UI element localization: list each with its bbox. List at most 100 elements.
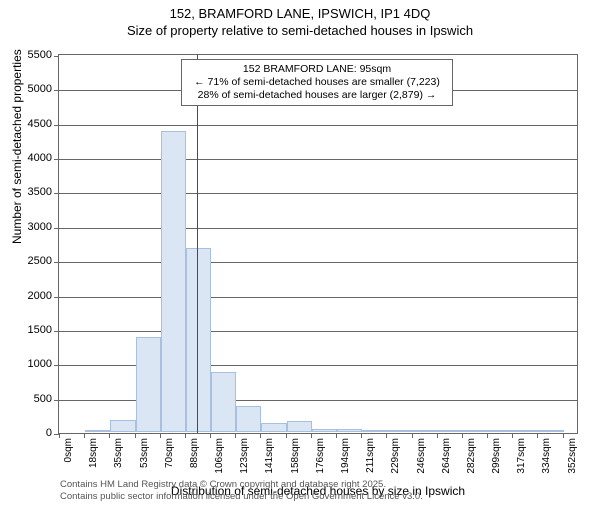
xtick-mark — [260, 433, 261, 438]
xtick-mark — [235, 433, 236, 438]
xtick-label: 141sqm — [264, 438, 275, 474]
xtick-label: 299sqm — [491, 438, 502, 474]
ytick-mark — [54, 159, 59, 160]
xtick-mark — [160, 433, 161, 438]
gridline-h — [59, 228, 577, 229]
histogram-bar — [312, 429, 337, 432]
ytick-mark — [54, 193, 59, 194]
xtick-mark — [84, 433, 85, 438]
annotation-line1: 152 BRAMFORD LANE: 95sqm — [188, 63, 446, 76]
xtick-mark — [412, 433, 413, 438]
xtick-label: 123sqm — [239, 438, 250, 474]
ytick-mark — [54, 365, 59, 366]
xtick-label: 18sqm — [88, 438, 99, 468]
ytick-label: 4000 — [2, 152, 52, 164]
annotation-box: 152 BRAMFORD LANE: 95sqm← 71% of semi-de… — [181, 59, 453, 106]
xtick-mark — [537, 433, 538, 438]
ytick-label: 500 — [2, 393, 52, 405]
xtick-label: 176sqm — [315, 438, 326, 474]
annotation-line3: 28% of semi-detached houses are larger (… — [188, 89, 446, 102]
xtick-label: 35sqm — [113, 438, 124, 468]
ytick-label: 1000 — [2, 358, 52, 370]
histogram-bar — [387, 430, 412, 432]
xtick-mark — [311, 433, 312, 438]
y-axis-label: Number of semi-detached properties — [10, 49, 24, 244]
xtick-mark — [462, 433, 463, 438]
histogram-bar — [413, 430, 438, 432]
ytick-mark — [54, 400, 59, 401]
xtick-label: 0sqm — [63, 438, 74, 462]
xtick-mark — [361, 433, 362, 438]
ytick-label: 2000 — [2, 290, 52, 302]
xtick-mark — [210, 433, 211, 438]
xtick-mark — [185, 433, 186, 438]
xtick-label: 246sqm — [416, 438, 427, 474]
ytick-label: 3500 — [2, 186, 52, 198]
xtick-label: 264sqm — [441, 438, 452, 474]
histogram-bar — [337, 429, 362, 432]
histogram-bar — [161, 131, 186, 432]
xtick-label: 53sqm — [139, 438, 150, 468]
xtick-mark — [512, 433, 513, 438]
chart-title-line1: 152, BRAMFORD LANE, IPSWICH, IP1 4DQ — [0, 6, 600, 23]
plot-area: 152 BRAMFORD LANE: 95sqm← 71% of semi-de… — [58, 54, 578, 434]
xtick-mark — [109, 433, 110, 438]
histogram-bar — [236, 406, 261, 432]
ytick-mark — [54, 56, 59, 57]
xtick-label: 334sqm — [541, 438, 552, 474]
xtick-label: 229sqm — [390, 438, 401, 474]
xtick-label: 317sqm — [516, 438, 527, 474]
gridline-h — [59, 125, 577, 126]
gridline-h — [59, 262, 577, 263]
footer-line1: Contains HM Land Registry data © Crown c… — [60, 479, 423, 490]
histogram-bar — [261, 423, 286, 432]
xtick-mark — [336, 433, 337, 438]
histogram-bar — [438, 430, 463, 432]
xtick-label: 211sqm — [365, 438, 376, 473]
xtick-mark — [59, 433, 60, 438]
footer-line2: Contains public sector information licen… — [60, 491, 423, 502]
ytick-mark — [54, 297, 59, 298]
histogram-bar — [186, 248, 211, 432]
xtick-label: 106sqm — [214, 438, 225, 474]
histogram-bar — [287, 421, 312, 432]
histogram-bar — [85, 430, 110, 432]
gridline-h — [59, 297, 577, 298]
ytick-mark — [54, 90, 59, 91]
ytick-mark — [54, 262, 59, 263]
ytick-label: 5000 — [2, 83, 52, 95]
gridline-h — [59, 193, 577, 194]
xtick-mark — [563, 433, 564, 438]
xtick-label: 88sqm — [189, 438, 200, 468]
chart-title-line2: Size of property relative to semi-detach… — [0, 23, 600, 38]
ytick-label: 5500 — [2, 49, 52, 61]
ytick-mark — [54, 228, 59, 229]
xtick-mark — [386, 433, 387, 438]
gridline-h — [59, 331, 577, 332]
xtick-label: 158sqm — [290, 438, 301, 474]
ytick-label: 0 — [2, 427, 52, 439]
histogram-bar — [488, 430, 513, 432]
histogram-bar — [362, 430, 387, 432]
annotation-line2: ← 71% of semi-detached houses are smalle… — [188, 76, 446, 89]
histogram-bar — [211, 372, 236, 432]
histogram-bar — [110, 420, 135, 432]
histogram-bar — [513, 430, 538, 432]
xtick-label: 352sqm — [567, 438, 578, 474]
histogram-bar — [463, 430, 488, 432]
ytick-label: 2500 — [2, 255, 52, 267]
ytick-mark — [54, 331, 59, 332]
gridline-h — [59, 159, 577, 160]
ytick-label: 3000 — [2, 221, 52, 233]
ytick-label: 4500 — [2, 118, 52, 130]
plot-wrap: 152 BRAMFORD LANE: 95sqm← 71% of semi-de… — [58, 54, 578, 434]
ytick-label: 1500 — [2, 324, 52, 336]
xtick-mark — [286, 433, 287, 438]
xtick-label: 282sqm — [466, 438, 477, 474]
histogram-bar — [136, 337, 161, 432]
xtick-mark — [437, 433, 438, 438]
footer-attribution: Contains HM Land Registry data © Crown c… — [60, 479, 423, 502]
histogram-bar — [538, 430, 563, 432]
reference-line — [197, 55, 198, 433]
xtick-label: 70sqm — [164, 438, 175, 468]
